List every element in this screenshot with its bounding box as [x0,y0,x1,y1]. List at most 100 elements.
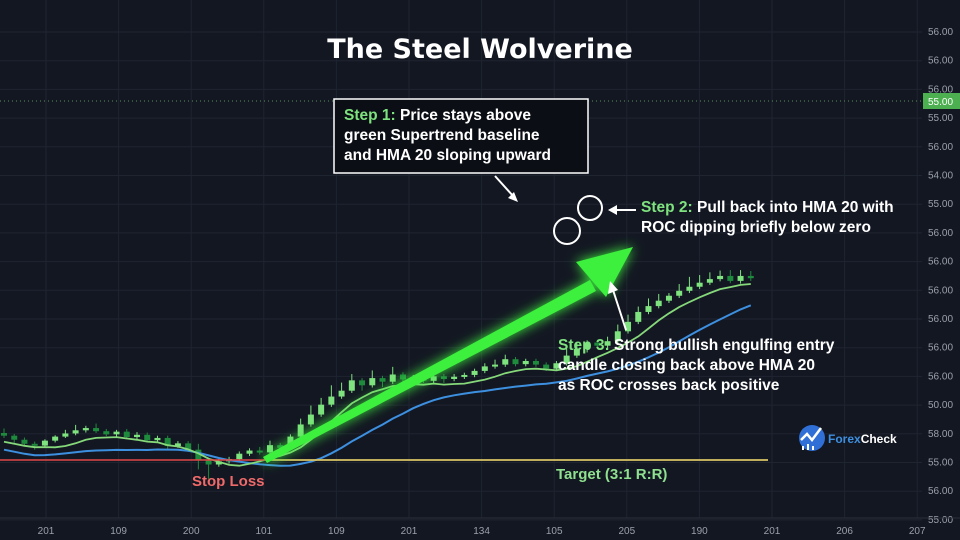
candle [103,428,110,437]
y-tick-label: 56.00 [928,285,953,296]
candle [665,293,672,303]
step2-callout: Step 2: Pull back into HMA 20 with ROC d… [608,199,894,236]
candle [655,293,662,309]
candle [594,340,601,348]
candle [154,435,161,443]
target-label: Target (3:1 R:R) [556,466,667,483]
y-tick-label: 55.00 [928,515,953,526]
x-tick-label: 201 [764,526,781,537]
x-tick-label: 200 [183,526,200,537]
x-tick-label: 207 [909,526,926,537]
entry-circle [553,217,581,245]
candle [21,437,28,447]
candle [440,374,447,384]
y-tick-label: 56.00 [928,27,953,38]
candle [686,276,693,294]
step1-line-3: and HMA 20 sloping upward [344,147,551,164]
trend-arrow [263,247,633,463]
candle [461,372,468,379]
x-tick-label: 201 [401,526,418,537]
x-tick-label: 201 [38,526,55,537]
candle [31,441,38,450]
y-tick-label: 56.00 [928,486,953,497]
y-tick-label: 50.00 [928,400,953,411]
candle [512,356,519,367]
step1-line-1: Step 1: Price stays above [344,107,531,124]
candle [727,270,734,284]
candle [41,439,48,447]
step1-callout: Step 1: Price stays above green Supertre… [333,98,589,202]
candle [52,435,59,443]
candle [522,358,529,367]
x-tick-label: 101 [255,526,272,537]
stop-loss-label: Stop Loss [192,473,265,490]
candle [328,385,335,407]
candle [706,272,713,285]
candle [369,370,376,388]
candle [359,378,366,391]
candle [246,448,253,456]
candle [113,429,120,437]
step1-line-2: green Supertrend baseline [344,127,540,144]
candle [676,284,683,298]
y-tick-label: 58.00 [928,429,953,440]
candle [532,358,539,367]
current-price-badge [923,93,960,109]
step3-line-1: Step 3: Strong bullish engulfing entry [558,337,835,354]
candle [338,382,345,399]
candle [164,435,171,451]
candle [451,374,458,382]
candle [604,336,611,348]
candle [563,348,570,366]
x-tick-label: 105 [546,526,563,537]
step3-line-3: as ROC crosses back positive [558,377,780,394]
candle [256,446,263,455]
x-tick-label: 190 [691,526,708,537]
candle [502,354,509,367]
candle [573,342,580,358]
candle [82,425,89,433]
candle [399,372,406,383]
y-tick-label: 56.00 [928,371,953,382]
x-tick-label: 109 [328,526,345,537]
y-tick-label: 56.00 [928,228,953,239]
candle [389,366,396,384]
candle [379,375,386,388]
y-tick-label: 56.00 [928,56,953,67]
candle [471,368,478,378]
candle [737,270,744,284]
globe-chart-icon [799,425,825,451]
y-tick-label: 55.00 [928,458,953,469]
y-tick-label: 55.00 [928,199,953,210]
candle [481,363,488,374]
chart-title: The Steel Wolverine [327,34,633,65]
y-tick-label: 56.00 [928,314,953,325]
candle [348,374,355,393]
candle [614,324,621,344]
candle [492,359,499,369]
y-tick-label: 56.00 [928,84,953,95]
candle [93,423,100,433]
candle [72,424,79,436]
candle [553,361,560,371]
y-tick-label: 56.00 [928,142,953,153]
baseline-line [3,304,752,467]
candle [645,298,652,315]
candle [307,405,314,427]
candle [635,306,642,325]
step3-line-2: candle closing back above HMA 20 [558,357,815,374]
step2-line-2: ROC dipping briefly below zero [641,219,871,236]
candle [62,429,69,438]
y-tick-label: 55.00 [928,113,953,124]
grid [0,0,922,521]
candle [747,271,754,281]
y-tick-label: 56.00 [928,257,953,268]
candle [696,275,703,289]
step3-callout: Step 3: Strong bullish engulfing entry c… [558,281,835,394]
candle [195,443,202,470]
candle [133,432,140,440]
x-tick-label: 134 [473,526,490,537]
candle [11,433,18,443]
